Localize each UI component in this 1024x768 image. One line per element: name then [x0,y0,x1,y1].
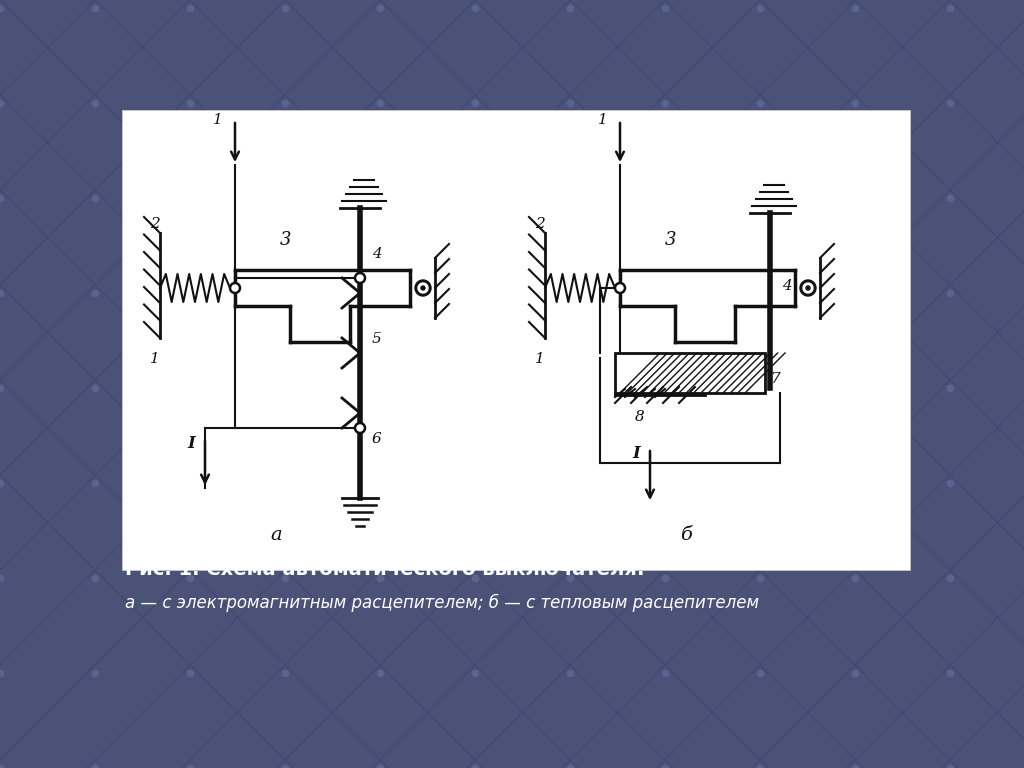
Text: 4: 4 [782,280,792,293]
Text: I: I [187,435,195,452]
Circle shape [806,286,810,290]
Text: 1: 1 [213,113,223,127]
Circle shape [803,283,813,293]
Circle shape [418,283,428,293]
Text: а: а [270,526,282,544]
Text: 3: 3 [280,231,292,249]
Text: I: I [632,445,640,462]
Text: 8: 8 [635,410,645,424]
Text: 1: 1 [151,352,160,366]
Text: а — с электромагнитным расцепителем; б — с тепловым расцепителем: а — с электромагнитным расцепителем; б —… [125,594,759,612]
Text: 2: 2 [151,217,160,231]
Text: 7: 7 [770,372,779,386]
Text: б: б [680,526,692,544]
Circle shape [355,423,365,433]
Bar [122,110,910,570]
Text: 2: 2 [536,217,545,231]
Circle shape [415,280,431,296]
Circle shape [355,273,365,283]
Circle shape [230,283,240,293]
Text: 5: 5 [372,332,382,346]
Text: Рис. 1. Схема автоматического выключателя:: Рис. 1. Схема автоматического выключател… [125,560,645,579]
Circle shape [800,280,816,296]
Text: 1: 1 [598,113,608,127]
Text: 1: 1 [536,352,545,366]
Circle shape [421,286,425,290]
Text: 4: 4 [372,247,382,261]
Text: 6: 6 [372,432,382,446]
Text: 3: 3 [665,231,677,249]
Circle shape [615,283,625,293]
Bar [615,353,765,393]
